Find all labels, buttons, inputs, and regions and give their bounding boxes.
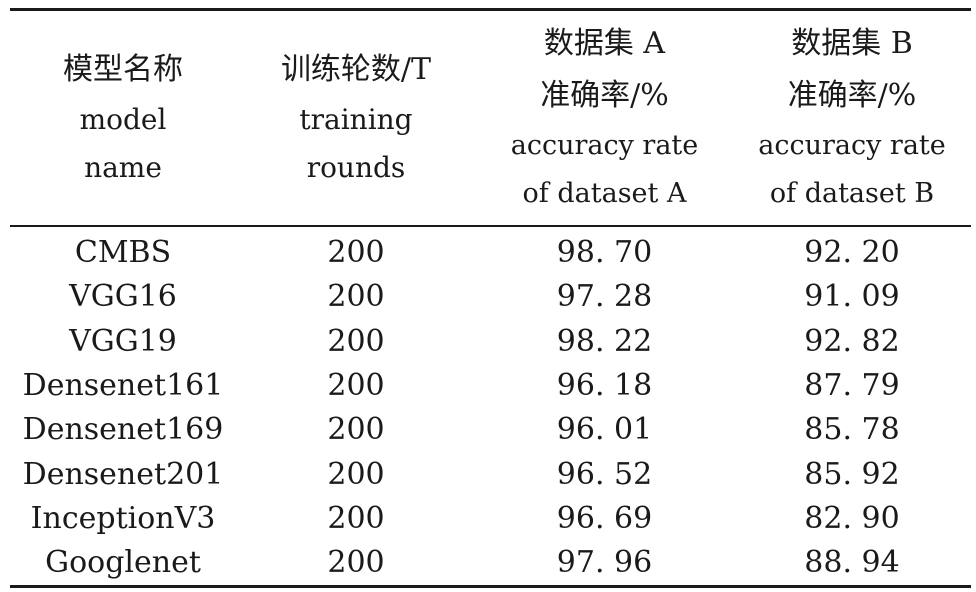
header-line: accuracy rate xyxy=(510,130,699,161)
cell-training-rounds: 200 xyxy=(327,456,385,492)
cell-accuracy-b: 82. 90 xyxy=(804,500,900,536)
cell-training-rounds: 200 xyxy=(327,545,385,581)
cell-accuracy-b: 85. 78 xyxy=(804,412,900,448)
header-line: name xyxy=(84,151,162,184)
cell-accuracy-a: 96. 69 xyxy=(556,500,653,536)
header-line: rounds xyxy=(306,151,406,184)
header-line: 准确率/% xyxy=(787,78,917,113)
table-row: Densenet161 200 96. 18 87. 79 xyxy=(10,364,971,408)
header-line: 数据集 A xyxy=(543,26,666,61)
table-row: CMBS 200 98. 70 92. 20 xyxy=(10,226,971,275)
table-body: CMBS 200 98. 70 92. 20 VGG16 200 97. 28 … xyxy=(10,226,971,587)
cell-model-name: VGG19 xyxy=(69,323,177,359)
header-accuracy-a: 数据集 A 准确率/% accuracy rate of dataset A xyxy=(476,10,733,227)
header-training-rounds: 训练轮数/T training rounds xyxy=(236,10,476,227)
cell-model-name: Densenet169 xyxy=(22,412,224,448)
cell-accuracy-b: 91. 09 xyxy=(804,279,900,315)
table-row: VGG19 200 98. 22 92. 82 xyxy=(10,320,971,364)
cell-model-name: CMBS xyxy=(74,235,172,271)
cell-accuracy-a: 97. 28 xyxy=(556,279,653,315)
cell-accuracy-a: 96. 52 xyxy=(556,456,653,492)
cell-accuracy-b: 85. 92 xyxy=(804,456,900,492)
cell-training-rounds: 200 xyxy=(327,368,385,404)
cell-accuracy-b: 92. 82 xyxy=(804,323,900,359)
cell-training-rounds: 200 xyxy=(327,500,385,536)
results-table: 模型名称 model name 训练轮数/T training rounds 数… xyxy=(10,8,971,588)
header-line: accuracy rate xyxy=(758,130,946,161)
header-row: 模型名称 model name 训练轮数/T training rounds 数… xyxy=(10,9,971,227)
table-row: InceptionV3 200 96. 69 82. 90 xyxy=(10,497,971,541)
cell-training-rounds: 200 xyxy=(327,235,385,271)
cell-accuracy-a: 98. 22 xyxy=(556,323,653,359)
cell-model-name: VGG16 xyxy=(69,279,177,315)
cell-model-name: Googlenet xyxy=(45,545,201,581)
header-line: model xyxy=(79,103,167,136)
cell-model-name: InceptionV3 xyxy=(30,500,216,536)
cell-accuracy-a: 96. 01 xyxy=(556,412,653,448)
header-line: of dataset B xyxy=(769,178,935,209)
header-line: 训练轮数/T xyxy=(280,52,432,87)
cell-training-rounds: 200 xyxy=(327,323,385,359)
cell-accuracy-a: 96. 18 xyxy=(556,368,653,404)
cell-accuracy-a: 97. 96 xyxy=(556,545,653,581)
header-model-name: 模型名称 model name xyxy=(10,10,236,227)
table-row: VGG16 200 97. 28 91. 09 xyxy=(10,275,971,319)
cell-model-name: Densenet161 xyxy=(22,368,224,404)
cell-accuracy-b: 87. 79 xyxy=(804,368,900,404)
table-row: Googlenet 200 97. 96 88. 94 xyxy=(10,541,971,587)
header-line: training xyxy=(299,103,413,136)
header-line: 准确率/% xyxy=(540,78,669,113)
table-row: Densenet201 200 96. 52 85. 92 xyxy=(10,452,971,496)
cell-accuracy-b: 88. 94 xyxy=(804,545,900,581)
table-header: 模型名称 model name 训练轮数/T training rounds 数… xyxy=(10,9,971,227)
cell-accuracy-b: 92. 20 xyxy=(804,235,900,271)
cell-training-rounds: 200 xyxy=(327,412,385,448)
cell-training-rounds: 200 xyxy=(327,279,385,315)
header-accuracy-b: 数据集 B 准确率/% accuracy rate of dataset B xyxy=(733,10,971,227)
header-line: 数据集 B xyxy=(791,26,913,61)
cell-accuracy-a: 98. 70 xyxy=(556,235,653,271)
header-line: of dataset A xyxy=(522,178,687,209)
cell-model-name: Densenet201 xyxy=(22,456,224,492)
header-line: 模型名称 xyxy=(63,52,183,87)
table-row: Densenet169 200 96. 01 85. 78 xyxy=(10,408,971,452)
